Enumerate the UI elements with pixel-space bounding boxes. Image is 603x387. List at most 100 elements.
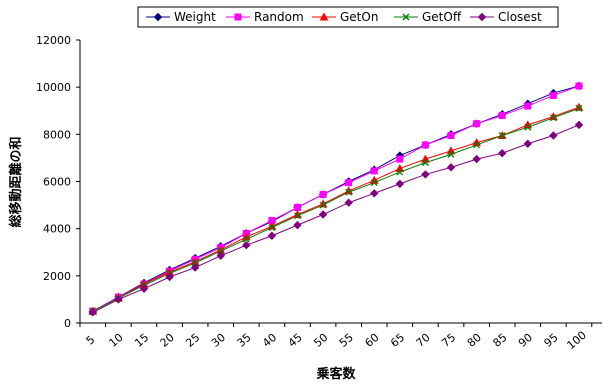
data-point-random: [498, 111, 506, 119]
legend-marker-random: [234, 13, 242, 21]
data-point-random: [447, 132, 455, 140]
data-point-getoff: [319, 201, 327, 209]
data-point-closest: [114, 295, 123, 304]
y-tick-label: 10000: [36, 81, 71, 94]
series-line-random: [92, 85, 580, 312]
data-point-geton: [421, 154, 430, 163]
y-tick-label: 0: [64, 317, 71, 330]
data-point-getoff: [396, 168, 404, 176]
y-tick-label: 2000: [43, 270, 71, 283]
legend-label-getoff: GetOff: [422, 10, 462, 24]
x-tick-label: 95: [542, 331, 561, 350]
data-point-getoff: [345, 188, 353, 196]
data-point-getoff: [447, 150, 455, 158]
data-point-closest: [446, 163, 456, 172]
x-tick-label: 90: [516, 331, 535, 350]
x-tick-label: 85: [490, 331, 509, 350]
series-line-closest: [92, 124, 580, 313]
data-point-closest: [549, 131, 558, 140]
data-point-random: [524, 102, 532, 110]
x-tick-label: 70: [414, 331, 433, 350]
series-line-geton: [92, 106, 580, 312]
data-point-random: [319, 190, 327, 198]
x-tick-label: 5: [84, 333, 98, 347]
data-point-random: [370, 167, 378, 175]
y-tick-label: 12000: [36, 34, 71, 47]
data-point-closest: [472, 154, 481, 164]
legend-label-weight: Weight: [174, 10, 216, 24]
data-point-random: [396, 155, 404, 163]
x-tick-label: 40: [260, 331, 279, 350]
data-point-random: [294, 203, 301, 211]
data-point-closest: [88, 308, 98, 317]
legend-marker-getoff: [402, 13, 410, 21]
data-point-closest: [574, 120, 584, 130]
data-point-geton: [446, 146, 456, 155]
data-point-getoff: [268, 224, 276, 231]
data-point-closest: [216, 251, 225, 260]
data-point-getoff: [242, 235, 250, 243]
data-point-getoff: [549, 114, 557, 122]
data-point-random: [345, 179, 353, 187]
x-tick-label: 45: [286, 331, 305, 350]
x-tick-label: 100: [564, 329, 588, 352]
data-point-closest: [190, 263, 200, 272]
data-point-getoff: [217, 247, 225, 255]
x-tick-label: 35: [235, 331, 254, 350]
y-tick-label: 4000: [43, 223, 71, 236]
legend-box: [137, 6, 559, 28]
y-axis-label: 総移動距離の和: [8, 136, 24, 227]
legend: Weight Random GetOn GetOff Closest: [137, 6, 559, 28]
legend-label-random: Random: [254, 10, 304, 24]
series-lines: [92, 85, 580, 313]
x-tick-label: 60: [362, 331, 381, 350]
x-tick-label: 30: [209, 331, 228, 350]
chart-axes: 0 2000 4000 6000 8000 10000 12000 5 10 15 20 25 30 35…: [36, 34, 602, 352]
data-point-getoff: [575, 104, 583, 112]
data-point-closest: [318, 210, 328, 219]
legend-marker-geton: [319, 12, 329, 21]
data-point-closest: [293, 220, 302, 230]
legend-marker-closest: [477, 12, 487, 22]
series-markers: [88, 81, 584, 317]
data-point-geton: [395, 163, 405, 173]
data-point-getoff: [421, 159, 429, 167]
data-point-closest: [421, 170, 430, 179]
x-tick-label: 50: [311, 331, 330, 350]
data-point-getoff: [370, 179, 378, 187]
series-line-weight: [92, 85, 580, 312]
data-point-closest: [523, 139, 533, 148]
data-point-getoff: [473, 141, 481, 149]
x-axis-label: 乗客数: [315, 366, 356, 382]
legend-label-closest: Closest: [498, 10, 542, 24]
legend-label-geton: GetOn: [340, 10, 378, 24]
x-tick-label: 75: [439, 331, 458, 350]
data-point-closest: [267, 231, 277, 240]
x-tick-label: 25: [183, 331, 202, 350]
data-point-getoff: [191, 259, 199, 267]
x-tick-label: 80: [465, 331, 484, 350]
y-tick-label: 6000: [43, 176, 71, 189]
data-point-closest: [139, 284, 149, 294]
data-point-random: [421, 141, 429, 149]
x-tick-label: 10: [107, 331, 126, 350]
data-point-closest: [242, 240, 251, 250]
data-point-random: [473, 120, 481, 128]
data-point-closest: [395, 179, 405, 189]
x-tick-label: 65: [388, 331, 407, 350]
data-point-closest: [370, 189, 379, 198]
data-point-closest: [344, 198, 353, 207]
legend-marker-weight: [153, 12, 163, 22]
data-point-getoff: [524, 123, 532, 131]
series-line-getoff: [92, 107, 580, 312]
x-tick-label: 15: [132, 331, 151, 350]
x-tick-label: 20: [158, 331, 177, 350]
data-point-random: [575, 82, 583, 90]
data-point-closest: [497, 148, 507, 158]
y-tick-label: 8000: [43, 128, 71, 141]
data-point-random: [549, 91, 557, 99]
data-point-getoff: [498, 132, 506, 139]
data-point-closest: [165, 272, 174, 282]
